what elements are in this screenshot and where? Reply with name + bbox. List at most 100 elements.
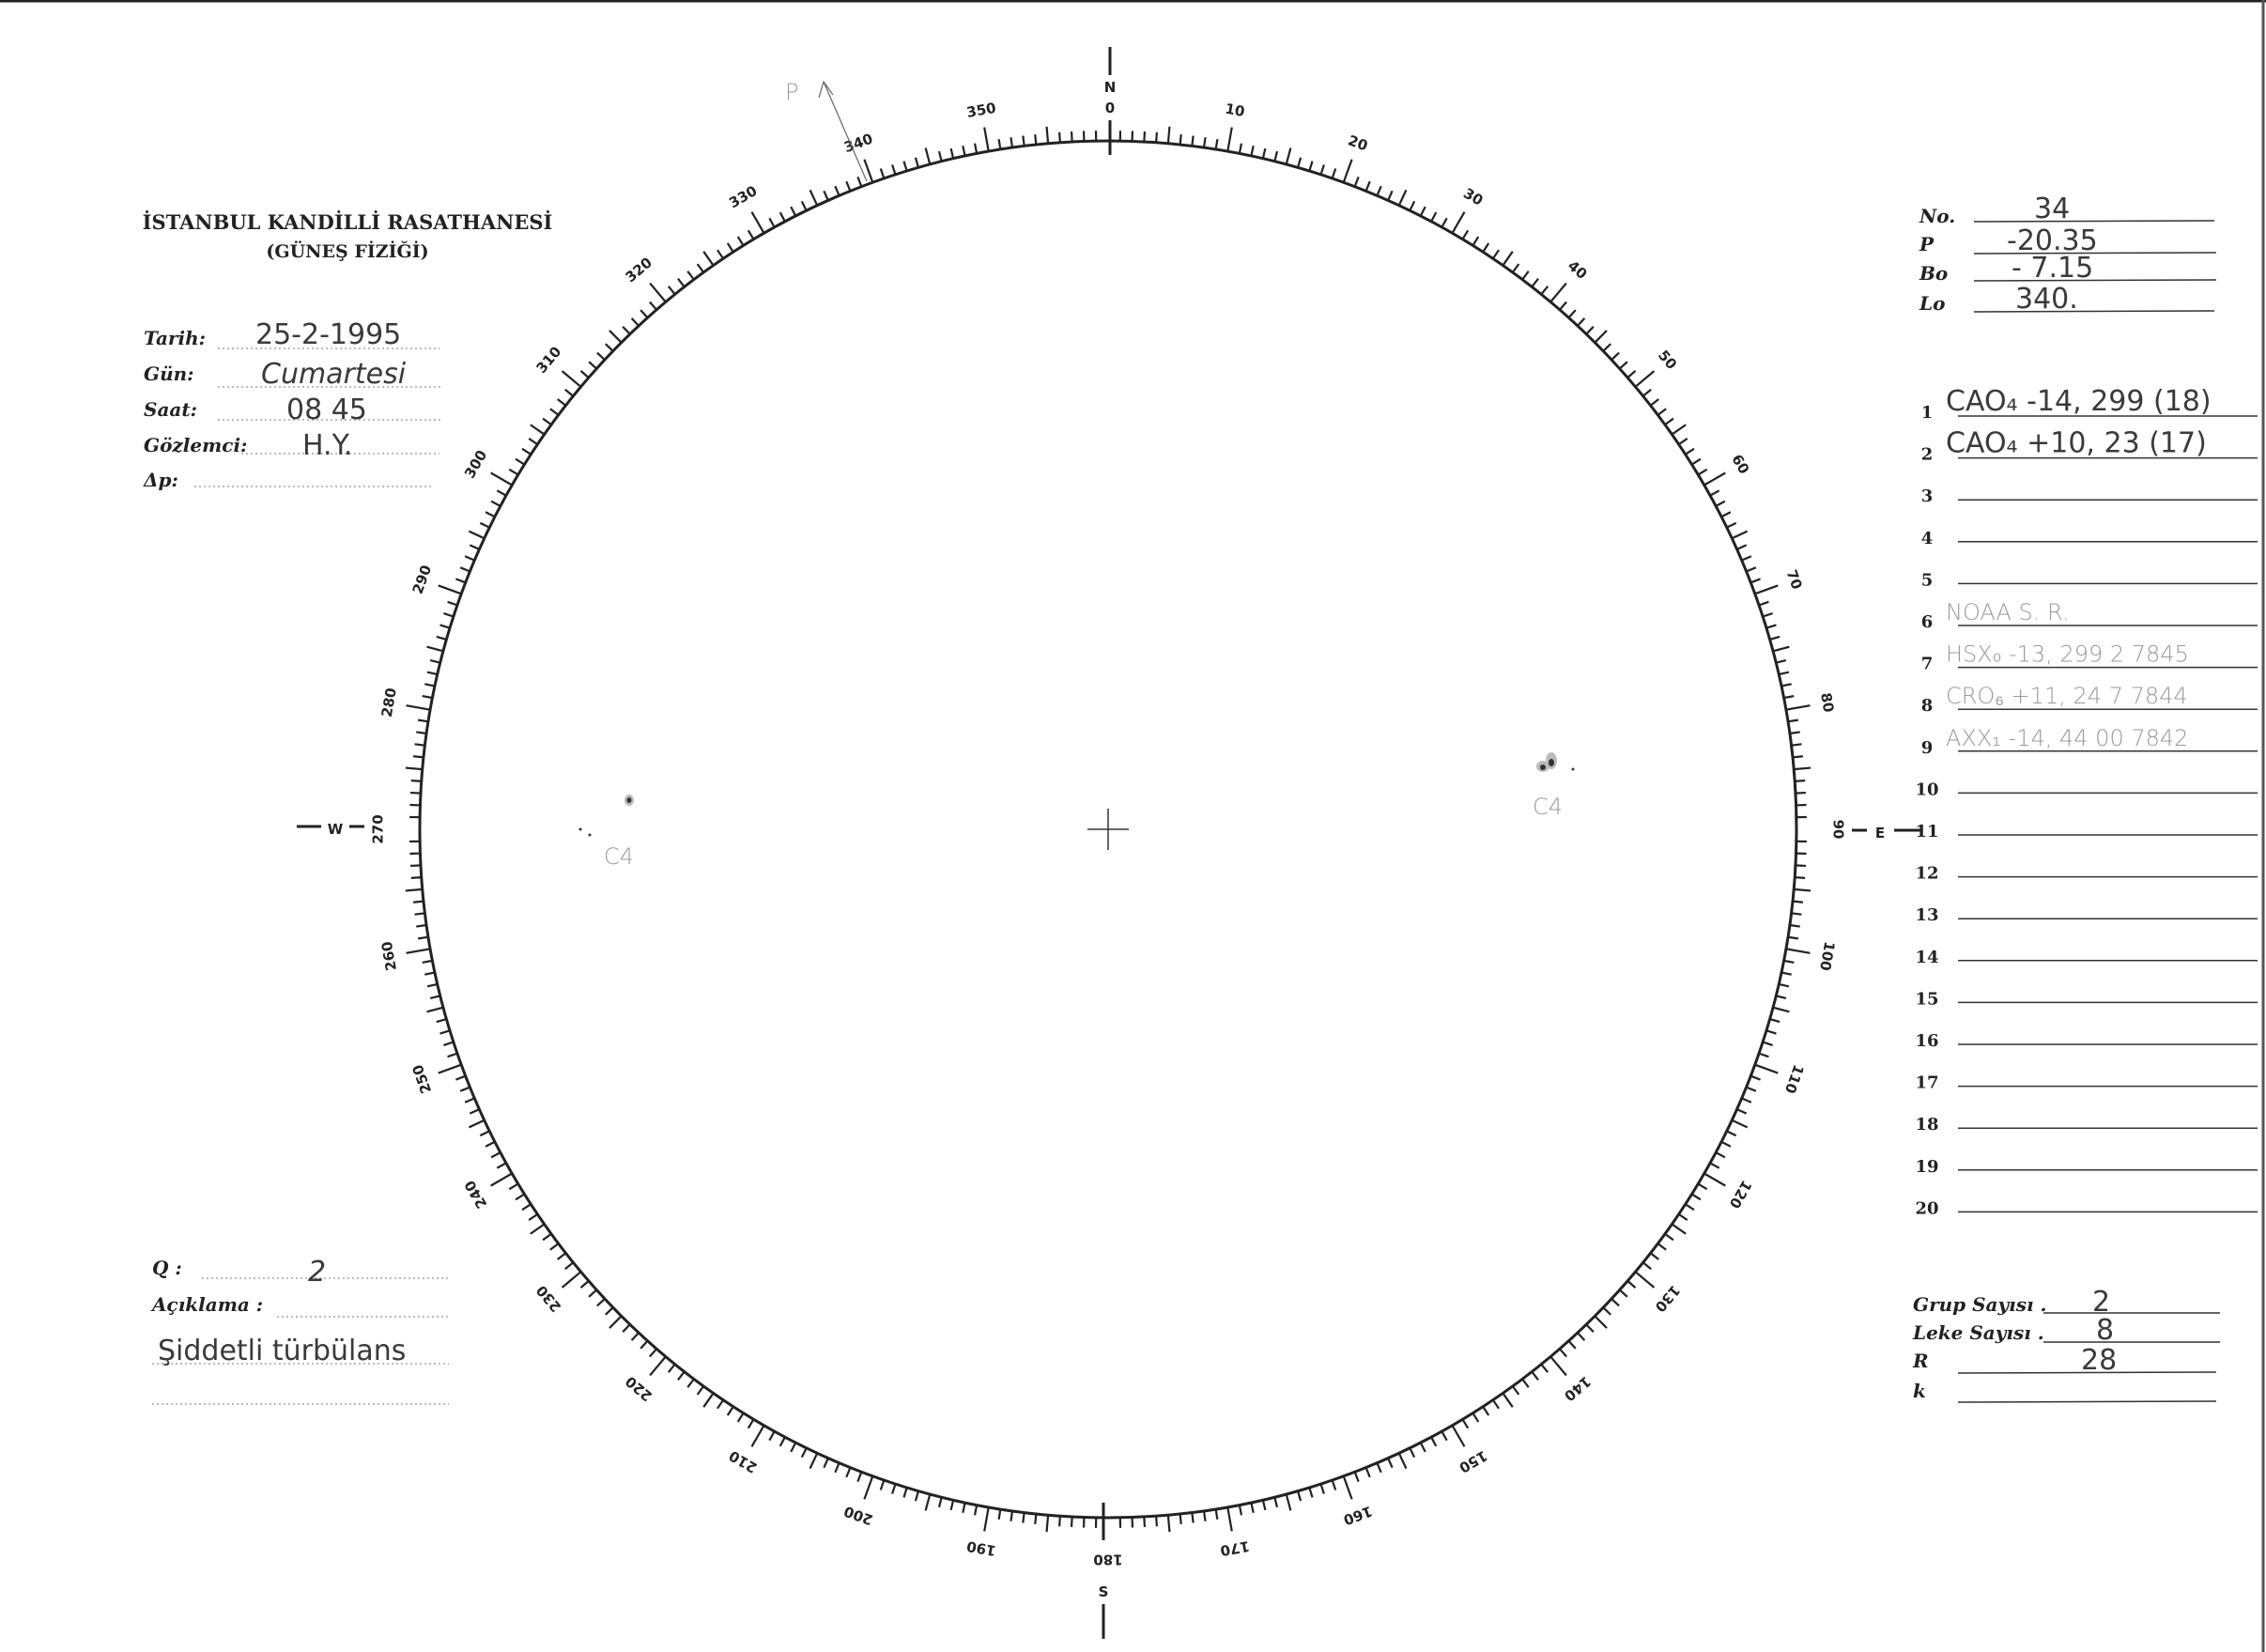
degree-tick (1785, 948, 1811, 954)
degree-tick (622, 326, 631, 335)
degree-tick (485, 511, 496, 518)
solar-disk: 1020304050607080901001101201301401501601… (297, 47, 1920, 1639)
group-row-number: 15 (1915, 989, 1938, 1009)
degree-tick (1226, 127, 1233, 152)
degree-tick (667, 286, 676, 296)
degree-tick (1531, 1370, 1539, 1381)
group-row-text: NOAA S. R. (1946, 599, 2070, 625)
degree-tick (1482, 242, 1490, 253)
degree-tick (588, 1289, 598, 1298)
degree-tick (1795, 791, 1807, 795)
degree-tick (1758, 1052, 1769, 1058)
degree-tick (863, 159, 874, 183)
grup-value: 2 (2092, 1286, 2110, 1319)
degree-tick (630, 317, 640, 327)
tarih-value: 25-2-1995 (255, 318, 401, 351)
k-line (1957, 1400, 2217, 1403)
degree-label: 200 (841, 1503, 875, 1529)
group-row-text: CAO₄ -14, 299 (18) (1946, 385, 2212, 418)
degree-tick (1634, 1271, 1656, 1289)
degree-tick (1472, 1413, 1480, 1423)
degree-tick (1678, 438, 1688, 446)
degree-tick (1785, 704, 1811, 711)
degree-tick (1754, 1063, 1779, 1074)
degree-tick (1202, 137, 1207, 148)
degree-tick (1709, 489, 1720, 497)
degree-tick (1626, 1280, 1637, 1289)
lo-label: Lo (1919, 292, 1945, 315)
degree-tick (1795, 876, 1806, 879)
degree-tick (1594, 330, 1608, 344)
degree-tick (1649, 1252, 1659, 1260)
group-row-number: 8 (1921, 696, 1934, 716)
count-fields: Grup Sayısı . 2 Leke Sayısı . 8 R 28 k (1912, 1286, 2220, 1403)
degree-tick (561, 370, 582, 388)
degree-tick (649, 301, 657, 311)
degree-tick (1602, 1306, 1611, 1316)
degree-tick (406, 948, 431, 954)
observation-fields: Tarih: 25-2-1995 Gün: Cumartesi Saat: 08… (143, 318, 441, 491)
degree-tick (1780, 971, 1792, 976)
degree-tick (414, 743, 425, 747)
degree-tick (1731, 1119, 1749, 1129)
degree-tick (1273, 150, 1279, 162)
degree-tick (1685, 447, 1695, 455)
degree-tick (1626, 370, 1637, 378)
institution-subtitle: (GÜNEŞ FİZİĞİ) (266, 240, 428, 262)
degree-label: 310 (532, 343, 564, 377)
p-label: P (1919, 233, 1935, 255)
degree-tick (1577, 1332, 1586, 1341)
degree-label: 270 (370, 814, 387, 843)
group-row: 10 (1915, 780, 2258, 799)
degree-tick (1697, 468, 1708, 476)
degree-tick (459, 566, 470, 573)
degree-tick (496, 1162, 507, 1169)
grup-label: Grup Sayısı . (1913, 1293, 2047, 1316)
degree-tick (1331, 168, 1337, 179)
group-row: 5 (1921, 570, 2258, 590)
degree-tick (640, 309, 649, 319)
degree-tick (1387, 1458, 1394, 1469)
degree-tick (891, 164, 897, 176)
degree-label: 100 (1816, 940, 1838, 972)
degree-tick (983, 1506, 990, 1532)
degree-tick (863, 1475, 874, 1500)
degree-tick (1715, 1151, 1726, 1159)
degree-tick (496, 489, 507, 497)
degree-tick (1491, 1399, 1500, 1410)
no-label: No. (1919, 205, 1955, 227)
q-value: 2 (308, 1256, 326, 1289)
degree-tick (1657, 408, 1667, 416)
degree-tick (1022, 1512, 1025, 1523)
degree-tick (1155, 131, 1158, 143)
degree-tick (1787, 718, 1799, 723)
north-zero-label: 0 (1105, 100, 1115, 116)
degree-tick (542, 417, 552, 426)
degree-tick (1758, 600, 1769, 607)
degree-tick (426, 671, 439, 676)
degree-tick (1594, 1315, 1608, 1329)
degree-tick (962, 146, 966, 157)
degree-tick (768, 217, 776, 228)
degree-tick (1308, 161, 1314, 172)
degree-tick (1214, 138, 1219, 150)
degree-label: 20 (1346, 131, 1370, 154)
degree-tick (1577, 317, 1586, 327)
degree-tick (778, 211, 786, 223)
degree-tick (412, 900, 424, 903)
degree-label: 60 (1728, 452, 1752, 477)
degree-tick (405, 888, 423, 892)
degree-tick (914, 1490, 920, 1502)
degree-tick (412, 755, 424, 759)
k-label: k (1913, 1380, 1926, 1402)
degree-tick (702, 251, 715, 267)
degree-tick (997, 138, 1002, 150)
degree-tick (747, 229, 755, 240)
degree-tick (1671, 1223, 1687, 1235)
south-label: S (1099, 1583, 1109, 1600)
lo-value: 340. (2015, 283, 2078, 316)
degree-tick (1772, 1006, 1790, 1013)
degree-tick (485, 1140, 496, 1148)
group-row: 16 (1915, 1031, 2258, 1051)
degree-tick (1618, 1289, 1628, 1298)
